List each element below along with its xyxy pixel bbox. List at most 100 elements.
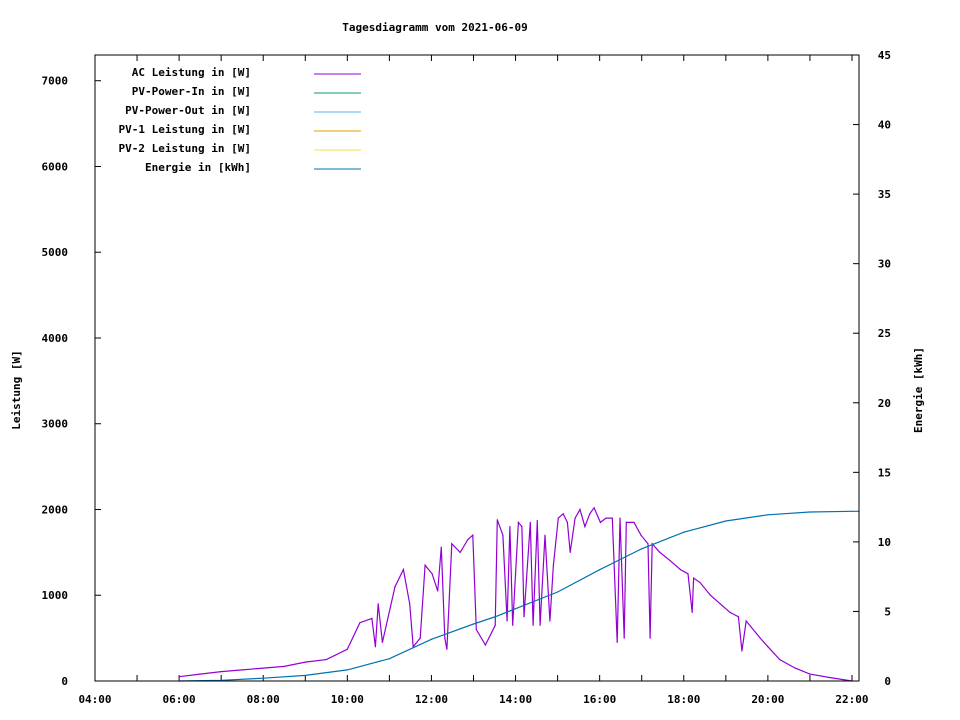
data-point: [241, 669, 243, 671]
data-point: [719, 603, 721, 605]
data-point: [574, 517, 576, 519]
legend-label: Energie in [kWh]: [145, 161, 251, 174]
data-point: [388, 658, 390, 660]
data-point: [767, 646, 769, 648]
data-point: [529, 521, 531, 523]
legend-label: PV-1 Leistung in [W]: [119, 123, 251, 136]
y-tick-label: 6000: [42, 160, 69, 173]
data-point: [709, 594, 712, 596]
data-point: [346, 648, 348, 650]
y2-tick-label: 25: [878, 327, 891, 340]
data-point: [451, 543, 453, 545]
x-tick-label: 10:00: [331, 693, 364, 706]
data-point: [374, 646, 376, 648]
data-point: [745, 620, 747, 622]
chart-title: Tagesdiagramm vom 2021-06-09: [342, 21, 527, 34]
y-tick-label: 5000: [42, 246, 69, 259]
data-point: [549, 620, 551, 622]
data-point: [851, 510, 853, 512]
data-point: [619, 517, 621, 519]
data-point: [440, 546, 442, 548]
y2-tick-label: 10: [878, 536, 891, 549]
data-point: [304, 661, 306, 663]
series-line-1: [179, 510, 859, 682]
data-point: [539, 624, 541, 626]
data-point: [683, 531, 685, 533]
data-point: [359, 622, 361, 624]
data-point: [659, 551, 661, 553]
data-point: [562, 513, 564, 515]
data-point: [691, 611, 693, 613]
data-point: [552, 564, 555, 566]
data-point: [589, 513, 591, 515]
data-point: [199, 673, 201, 675]
data-point: [599, 521, 601, 523]
data-point: [687, 573, 689, 575]
data-point: [371, 617, 373, 620]
data-point: [419, 637, 421, 639]
data-point: [579, 508, 581, 511]
legend-label: PV-Power-In in [W]: [132, 85, 251, 98]
plot-frame: [94, 54, 860, 682]
data-point: [377, 603, 379, 605]
data-point: [679, 568, 681, 571]
data-point: [633, 521, 635, 523]
data-point: [506, 620, 508, 622]
x-tick-label: 06:00: [163, 693, 196, 706]
data-point: [262, 677, 264, 679]
y2-axis-label: Energie [kWh]: [912, 347, 925, 433]
data-point: [669, 560, 672, 562]
data-point: [640, 534, 642, 536]
data-point: [729, 611, 731, 613]
data-point: [532, 624, 534, 626]
data-point: [611, 517, 613, 519]
data-point: [523, 616, 525, 618]
data-point: [496, 519, 498, 521]
legend-label: PV-Power-Out in [W]: [125, 104, 251, 117]
data-point: [779, 658, 781, 661]
data-point: [809, 673, 811, 675]
data-point: [437, 590, 439, 592]
data-point: [409, 603, 411, 605]
data-point: [459, 551, 461, 553]
x-tick-label: 20:00: [751, 693, 784, 706]
data-point: [647, 543, 649, 545]
data-point: [472, 534, 474, 536]
data-point: [536, 520, 538, 522]
data-point: [623, 637, 625, 639]
y2-tick-label: 45: [878, 49, 891, 62]
data-point: [283, 665, 285, 668]
y-axis-label: Leistung [W]: [10, 350, 23, 429]
y-tick-label: 4000: [42, 332, 69, 345]
y2-tick-label: 5: [884, 605, 891, 618]
y2-tick-label: 15: [878, 466, 891, 479]
data-point: [605, 517, 607, 519]
data-point: [402, 568, 405, 571]
data-point: [599, 569, 601, 571]
data-point: [794, 667, 796, 669]
data-point: [509, 526, 511, 528]
data-point: [809, 511, 811, 513]
data-point: [557, 517, 559, 519]
data-point: [641, 548, 643, 550]
data-point: [625, 521, 627, 523]
data-point: [649, 637, 651, 639]
data-point: [616, 641, 618, 644]
data-point: [829, 676, 831, 679]
y-tick-label: 7000: [42, 75, 69, 88]
data-point: [692, 577, 695, 579]
y2-tick-label: 20: [878, 397, 891, 410]
legend-label: AC Leistung in [W]: [132, 66, 251, 79]
data-point: [484, 644, 487, 646]
data-point: [472, 623, 475, 625]
data-point: [593, 507, 595, 509]
y-tick-label: 3000: [42, 418, 69, 431]
y2-tick-label: 40: [878, 119, 891, 132]
data-point: [178, 676, 180, 678]
data-point: [446, 648, 448, 650]
x-tick-label: 08:00: [247, 693, 280, 706]
y-tick-label: 0: [61, 675, 68, 688]
data-point: [431, 573, 433, 575]
data-point: [767, 514, 769, 516]
data-point: [737, 616, 740, 618]
